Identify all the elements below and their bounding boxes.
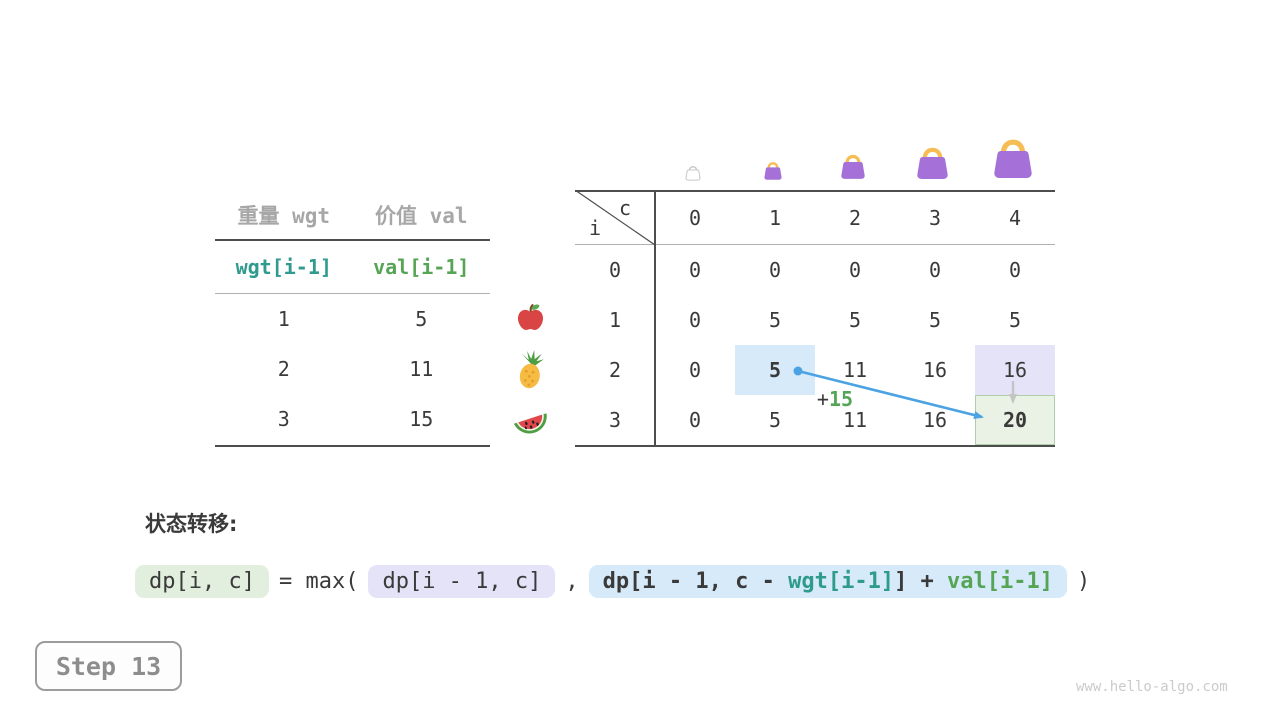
watermelon-icon: [513, 413, 547, 434]
dp-cell-3-4: 20: [1002, 408, 1028, 432]
item-table-divider-top: [215, 239, 490, 241]
item-row-2: 2 11: [215, 344, 490, 394]
take-part-val: val[i-1]: [947, 568, 1054, 594]
item-table: 重量 wgt 价值 val wgt[i-1] val[i-1] 1 5 2 11…: [215, 190, 490, 447]
formula-separator: ,: [565, 568, 579, 594]
row-label-0: 0: [608, 258, 622, 282]
add-value-annotation: +15: [800, 387, 870, 411]
dp-cell-2-1: 5: [768, 358, 782, 382]
transition-formula: dp[i, c] = max( dp[i - 1, c] , dp[i - 1,…: [135, 560, 1090, 602]
dp-cell-2-0: 0: [688, 358, 702, 382]
transition-label: 状态转移:: [145, 512, 238, 536]
dp-cell-0-4: 0: [1008, 258, 1022, 282]
dp-cell-1-4: 5: [1008, 308, 1022, 332]
dp-cell-0-1: 0: [768, 258, 782, 282]
dp-cell-3-1: 5: [768, 408, 782, 432]
dp-header-underline: [575, 244, 1055, 245]
wgt-formula: wgt[i-1]: [235, 254, 332, 279]
col-header-2: 2: [848, 205, 862, 230]
item-2-value: 11: [409, 357, 434, 381]
apple-icon: [517, 304, 544, 330]
item-table-header-weight: 重量 wgt: [237, 204, 331, 228]
dp-cell-1-2: 5: [848, 308, 862, 332]
item-table-divider-mid: [215, 293, 490, 294]
col-header-3: 3: [928, 205, 942, 230]
item-table-formula-row: wgt[i-1] val[i-1]: [215, 241, 490, 292]
item-table-header: 重量 wgt 价值 val: [215, 190, 490, 240]
corner-col-var: c: [619, 196, 632, 220]
item-1-weight: 1: [277, 307, 290, 331]
dp-cell-2-4: 16: [1002, 358, 1028, 382]
item-1-value: 5: [415, 307, 428, 331]
pineapple-icon: [519, 350, 544, 389]
step-badge: Step 13: [35, 641, 182, 691]
take-part-wgt: wgt[i-1]: [788, 568, 895, 594]
item-2-weight: 2: [277, 357, 290, 381]
row-label-3: 3: [608, 408, 622, 432]
val-formula: val[i-1]: [373, 254, 470, 279]
col-header-0: 0: [688, 205, 702, 230]
dp-cell-0-2: 0: [848, 258, 862, 282]
bag-outline-icon: [685, 165, 701, 181]
dp-cell-1-0: 0: [688, 308, 702, 332]
bag-xlarge-icon: [994, 139, 1032, 178]
formula-lhs: dp[i, c]: [135, 564, 269, 598]
dp-cell-3-0: 0: [688, 408, 702, 432]
corner-row-var: i: [589, 216, 602, 240]
dp-cell-3-3: 16: [922, 408, 948, 432]
plus-sign: +: [816, 387, 829, 411]
take-part-plus: ] +: [894, 568, 948, 594]
formula-option-take: dp[i - 1, c - wgt[i-1]] + val[i-1]: [588, 564, 1068, 598]
formula-option-skip: dp[i - 1, c]: [368, 564, 556, 598]
watermark: www.hello-algo.com: [1076, 679, 1228, 695]
bag-large-icon: [917, 147, 948, 179]
item-3-value: 15: [409, 407, 434, 431]
formula-close-paren: ): [1077, 568, 1091, 594]
col-header-1: 1: [768, 205, 782, 230]
bag-small-icon: [764, 162, 782, 180]
dp-cell-1-1: 5: [768, 308, 782, 332]
row-label-2: 2: [608, 358, 622, 382]
added-value: 15: [828, 387, 854, 411]
dp-cell-2-3: 16: [922, 358, 948, 382]
highlight-prev-cell: [975, 345, 1055, 395]
take-part-dp: dp[i - 1, c -: [602, 568, 789, 594]
dp-border-bottom: [575, 445, 1055, 447]
col-header-4: 4: [1008, 205, 1022, 230]
dp-cell-0-3: 0: [928, 258, 942, 282]
dp-table: c i 0 1 2 3 4 0 1 2 3 0 0 0 0 0 0 5 5 5 …: [575, 190, 1055, 447]
dp-label-divider: [654, 190, 656, 447]
corner-diagonal: [575, 190, 655, 245]
formula-operator: = max(: [278, 568, 359, 594]
item-row-3: 3 15: [215, 394, 490, 444]
item-row-1: 1 5: [215, 294, 490, 344]
row-label-1: 1: [608, 308, 622, 332]
bag-medium-icon: [841, 154, 865, 179]
item-3-weight: 3: [277, 407, 290, 431]
dp-cell-1-3: 5: [928, 308, 942, 332]
item-table-divider-bottom: [215, 445, 490, 447]
dp-cell-0-0: 0: [688, 258, 702, 282]
dp-border-top: [575, 190, 1055, 192]
item-table-header-value: 价值 val: [374, 204, 468, 228]
